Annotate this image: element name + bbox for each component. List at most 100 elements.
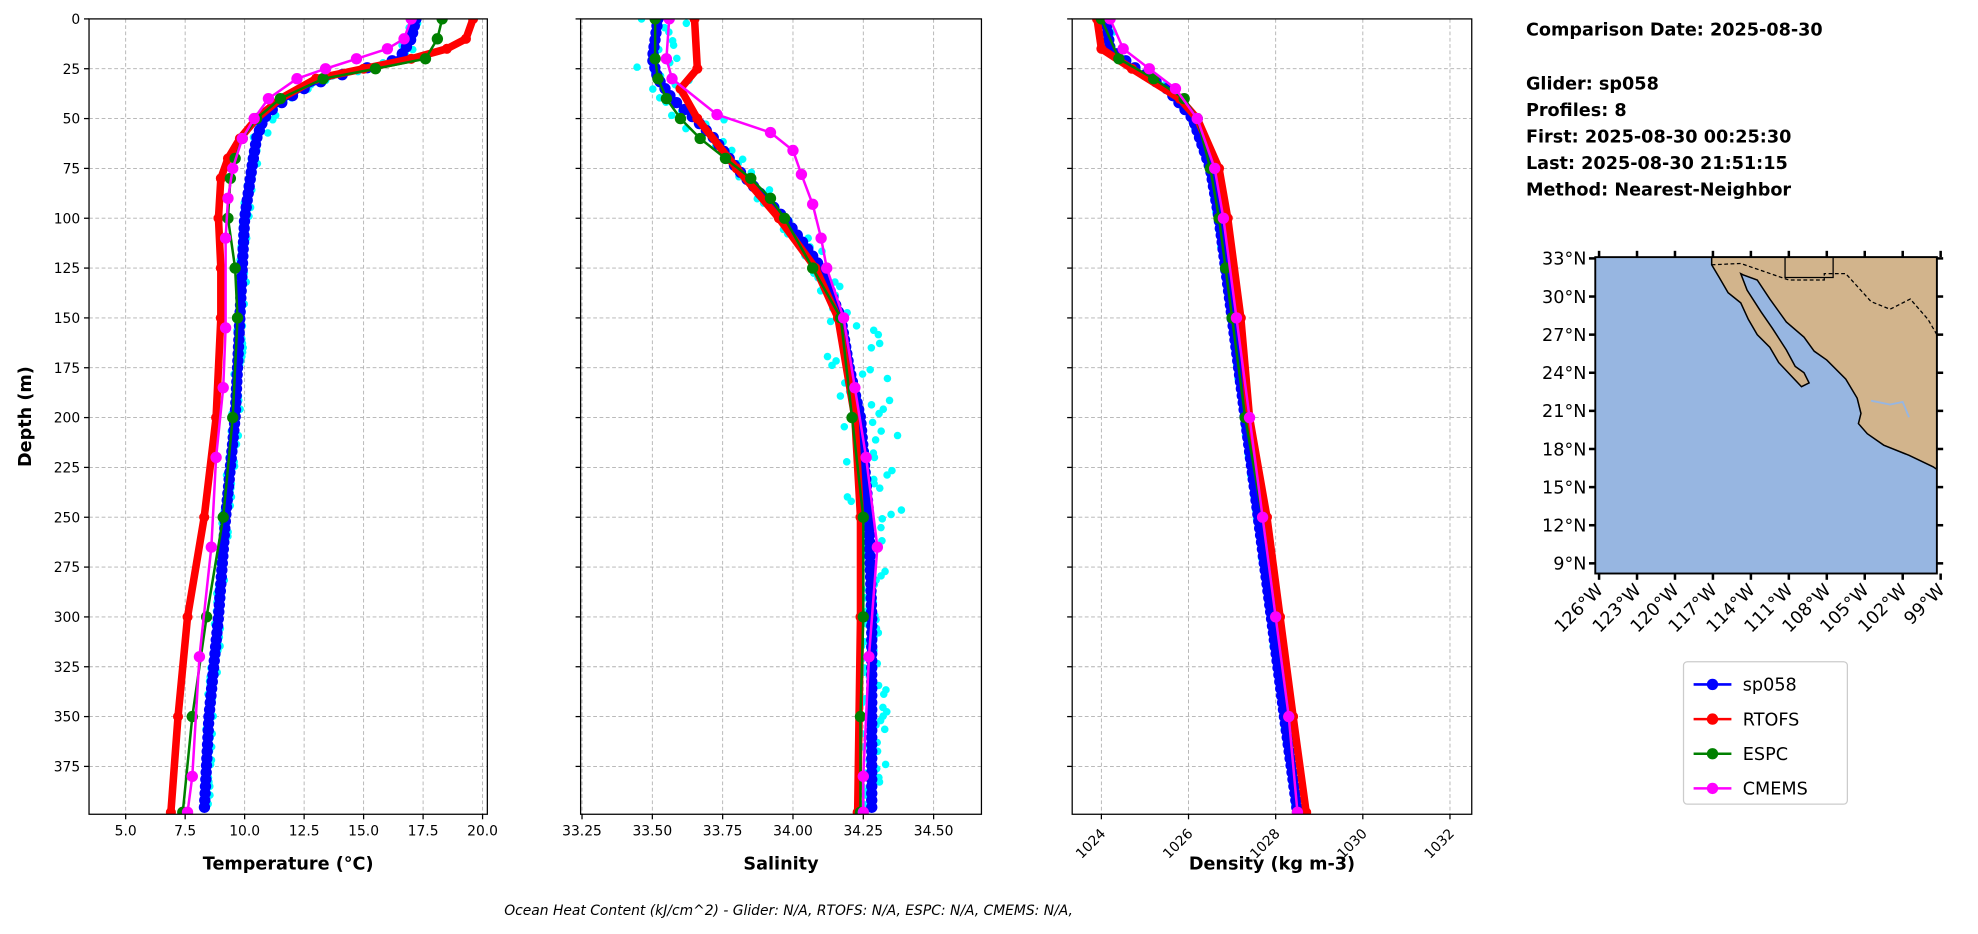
data-point-cmems <box>193 651 206 663</box>
y-tick-label: 325 <box>54 660 80 676</box>
y-tick-label: 125 <box>54 261 80 277</box>
x-tick-label: 12.5 <box>289 824 320 840</box>
glider-raw-point <box>870 479 878 488</box>
legend-item-espc: ESPC <box>1693 745 1788 765</box>
glider-raw-point <box>858 370 867 378</box>
series-line-cmems <box>1108 18 1299 813</box>
data-point-cmems <box>1291 806 1304 815</box>
glider-raw-point <box>835 282 844 291</box>
glider-raw-point <box>836 392 845 400</box>
data-point-cmems <box>857 770 869 783</box>
data-point-espc <box>857 611 869 623</box>
data-point-cmems <box>1169 83 1182 95</box>
data-point-rtofs <box>165 807 176 815</box>
x-tick-label: 7.5 <box>174 824 196 840</box>
lat-label: 15°N <box>1542 478 1586 498</box>
axes-frame <box>88 18 488 815</box>
data-point-cmems <box>186 770 198 783</box>
glider-raw-point <box>875 339 884 348</box>
data-point-espc <box>745 172 757 185</box>
data-point-cmems <box>1256 511 1269 523</box>
glider-raw-point <box>633 63 641 71</box>
glider-raw-point <box>875 484 884 492</box>
legend-item-cmems: CMEMS <box>1693 780 1808 800</box>
legend-label: sp058 <box>1743 676 1797 696</box>
data-point-cmems <box>405 18 417 25</box>
x-axis-label: Temperature (°C) <box>203 855 374 875</box>
profile-count: Profiles: 8 <box>1526 101 1627 121</box>
y-tick-label: 25 <box>63 62 81 78</box>
glider-raw-point <box>673 54 681 63</box>
glider-raw-point <box>870 453 879 462</box>
legend-label: CMEMS <box>1743 780 1808 800</box>
glider-raw-point <box>897 506 906 514</box>
glider-raw-point <box>847 497 855 506</box>
x-tick-label: 33.25 <box>562 824 602 840</box>
glider-raw-point <box>840 422 849 431</box>
data-point-espc <box>649 53 661 65</box>
axes-frame <box>1071 18 1473 815</box>
y-tick-label: 0 <box>71 12 80 28</box>
glider-raw-point <box>867 401 876 409</box>
glider-raw-point <box>867 344 876 352</box>
data-point-espc <box>274 92 287 105</box>
data-point-cmems <box>1270 611 1282 623</box>
y-tick-label: 75 <box>63 161 81 177</box>
glider-raw-point <box>828 361 836 370</box>
data-point-espc <box>778 212 791 224</box>
glider-raw-point <box>881 760 890 769</box>
data-point-cmems <box>1104 18 1116 25</box>
data-point-cmems <box>248 112 260 125</box>
glider-raw-point <box>728 146 736 155</box>
last-time: Last: 2025-08-30 21:51:15 <box>1526 154 1788 174</box>
data-point-cmems <box>222 192 234 204</box>
glider-raw-point <box>868 418 877 427</box>
data-point-espc <box>229 262 241 274</box>
glider-raw-point <box>637 18 646 23</box>
data-point-espc <box>806 262 819 274</box>
glider-raw-point <box>842 458 851 466</box>
data-point-cmems <box>660 53 673 65</box>
method: Method: Nearest-Neighbor <box>1526 180 1791 200</box>
x-tick-label: 34.25 <box>843 824 883 840</box>
data-point-cmems <box>871 541 884 553</box>
x-tick-label: 34.50 <box>914 824 954 840</box>
glider-raw-point <box>885 396 894 405</box>
data-point-rtofs <box>215 263 226 274</box>
data-point-cmems <box>262 92 275 105</box>
data-point-cmems <box>663 18 675 25</box>
data-point-cmems <box>711 108 723 121</box>
data-point-rtofs <box>1301 807 1312 815</box>
info-block: Comparison Date: 2025-08-30 Glider: sp05… <box>1526 20 1823 200</box>
legend-item-rtofs: RTOFS <box>1693 710 1799 730</box>
data-point-cmems <box>350 53 363 65</box>
glider-raw-point <box>883 374 892 383</box>
data-point-cmems <box>219 232 232 244</box>
data-point-cmems <box>837 312 850 324</box>
data-point-espc <box>419 53 432 65</box>
data-point-cmems <box>227 162 239 175</box>
data-point-espc <box>431 33 444 45</box>
lat-label: 27°N <box>1542 326 1586 346</box>
x-tick-label: 20.0 <box>467 824 498 840</box>
y-tick-label: 100 <box>54 211 80 227</box>
x-tick-label: 33.75 <box>703 824 743 840</box>
legend-item-sp058: sp058 <box>1693 676 1797 696</box>
data-point-espc <box>660 92 673 105</box>
glider-raw-point <box>875 778 884 786</box>
data-point-rtofs <box>172 711 184 722</box>
legend-marker <box>1706 713 1719 725</box>
data-point-cmems <box>319 63 332 75</box>
legend-box <box>1682 661 1849 805</box>
y-tick-label: 350 <box>54 710 80 726</box>
data-point-sp058 <box>866 801 878 813</box>
data-point-rtofs <box>1096 43 1107 54</box>
glider-raw-point <box>669 41 678 50</box>
glider-raw-point <box>888 466 896 475</box>
data-point-cmems <box>236 132 248 145</box>
y-tick-label: 225 <box>54 460 80 476</box>
glider-raw-point <box>883 471 891 479</box>
data-point-espc <box>1147 73 1160 85</box>
